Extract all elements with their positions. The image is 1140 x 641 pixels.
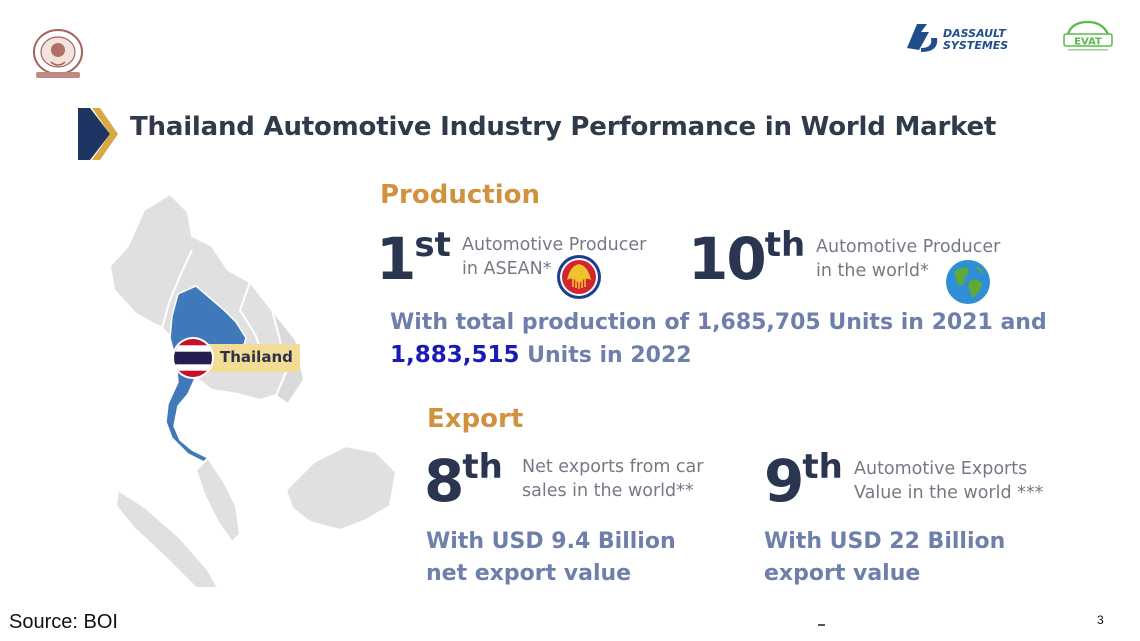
svg-text:EVAT: EVAT xyxy=(1074,37,1102,48)
production-heading: Production xyxy=(380,180,540,210)
svg-text:SYSTEMES: SYSTEMES xyxy=(943,39,1008,52)
statement-rest: Units in 2022 xyxy=(519,343,692,368)
production-rank-asean-description: Automotive Producer in ASEAN* xyxy=(462,233,646,281)
evat-logo: EVAT xyxy=(1063,20,1113,51)
statement-line: With total production of 1,685,705 Units… xyxy=(390,310,1047,335)
production-rank-asean: 1st xyxy=(376,228,451,288)
description-line: sales in the world** xyxy=(522,481,694,501)
rank-suffix: st xyxy=(414,225,451,265)
page-number: 3 xyxy=(1097,613,1104,627)
svg-text:DASSAULT: DASSAULT xyxy=(943,27,1007,40)
export-rank-net: 8th xyxy=(424,450,503,510)
production-rank-world: 10th xyxy=(688,228,805,288)
rank-number: 8 xyxy=(424,447,464,515)
production-statement: With total production of 1,685,705 Units… xyxy=(390,307,1047,372)
export-rank-net-description: Net exports from car sales in the world*… xyxy=(522,455,703,503)
statement-line: With USD 22 Billion xyxy=(764,529,1006,554)
description-line: in the world* xyxy=(816,261,929,281)
export-value-statement: With USD 22 Billion export value xyxy=(764,526,1005,590)
asean-emblem-icon xyxy=(557,255,601,299)
source-note: Source: BOI xyxy=(9,611,118,633)
university-seal-logo xyxy=(33,29,83,78)
description-line: in ASEAN* xyxy=(462,259,552,279)
export-rank-value-description: Automotive Exports Value in the world **… xyxy=(854,457,1043,505)
export-rank-value: 9th xyxy=(764,450,843,510)
title-marker-icon xyxy=(78,108,118,160)
statement-line: net export value xyxy=(426,561,632,586)
rank-number: 1 xyxy=(376,225,416,293)
statement-line: export value xyxy=(764,561,921,586)
export-heading: Export xyxy=(427,404,524,434)
globe-icon xyxy=(946,260,990,304)
rank-suffix: th xyxy=(802,447,843,487)
production-rank-world-description: Automotive Producer in the world* xyxy=(816,235,1000,283)
production-2022-highlight: 1,883,515 xyxy=(390,342,520,368)
page-title: Thailand Automotive Industry Performance… xyxy=(130,112,997,142)
rank-suffix: th xyxy=(764,225,806,265)
dassault-systemes-logo: DASSAULT SYSTEMES xyxy=(907,24,1008,52)
statement-line: With USD 9.4 Billion xyxy=(426,529,676,554)
description-line: Net exports from car xyxy=(522,457,704,477)
description-line: Automotive Producer xyxy=(816,237,1001,257)
southeast-asia-map xyxy=(108,192,398,589)
net-export-value-statement: With USD 9.4 Billion net export value xyxy=(426,526,676,590)
rank-number: 10 xyxy=(688,225,767,293)
thailand-label: Thailand xyxy=(220,348,293,366)
statement-line: 1,883,515 Units in 2022 xyxy=(390,339,1047,372)
rank-suffix: th xyxy=(462,447,503,487)
description-line: Automotive Exports xyxy=(854,459,1028,479)
divider-mark xyxy=(818,624,825,626)
rank-number: 9 xyxy=(764,447,804,515)
thailand-flag-icon xyxy=(174,339,212,377)
description-line: Automotive Producer xyxy=(462,235,647,255)
description-line: Value in the world *** xyxy=(854,483,1044,503)
